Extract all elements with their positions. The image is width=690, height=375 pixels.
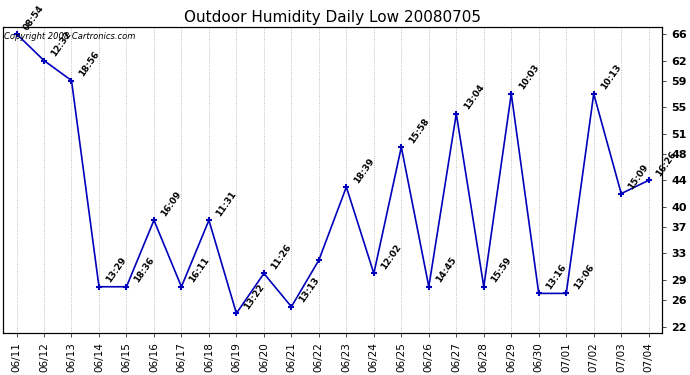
Text: 16:11: 16:11: [187, 256, 210, 285]
Text: 11:26: 11:26: [270, 243, 293, 271]
Text: 13:29: 13:29: [104, 256, 128, 285]
Text: 13:22: 13:22: [242, 283, 266, 311]
Text: 14:45: 14:45: [435, 256, 458, 285]
Text: 13:13: 13:13: [297, 276, 321, 304]
Title: Outdoor Humidity Daily Low 20080705: Outdoor Humidity Daily Low 20080705: [184, 10, 481, 25]
Text: 16:09: 16:09: [159, 189, 184, 218]
Text: 16:26: 16:26: [654, 150, 678, 178]
Text: 18:39: 18:39: [352, 156, 376, 185]
Text: 12:02: 12:02: [380, 243, 403, 271]
Text: 08:54: 08:54: [22, 3, 46, 32]
Text: 18:56: 18:56: [77, 50, 101, 78]
Text: 13:04: 13:04: [462, 83, 486, 112]
Text: 10:13: 10:13: [600, 63, 623, 92]
Text: 11:31: 11:31: [215, 189, 238, 218]
Text: 18:36: 18:36: [132, 256, 156, 285]
Text: 15:58: 15:58: [407, 116, 431, 145]
Text: 15:59: 15:59: [489, 256, 513, 285]
Text: 10:03: 10:03: [517, 63, 540, 92]
Text: 15:09: 15:09: [627, 163, 651, 192]
Text: 12:32: 12:32: [50, 30, 73, 58]
Text: 13:06: 13:06: [572, 263, 595, 291]
Text: 13:16: 13:16: [544, 262, 568, 291]
Text: Copyright 2008 Cartronics.com: Copyright 2008 Cartronics.com: [4, 32, 135, 41]
